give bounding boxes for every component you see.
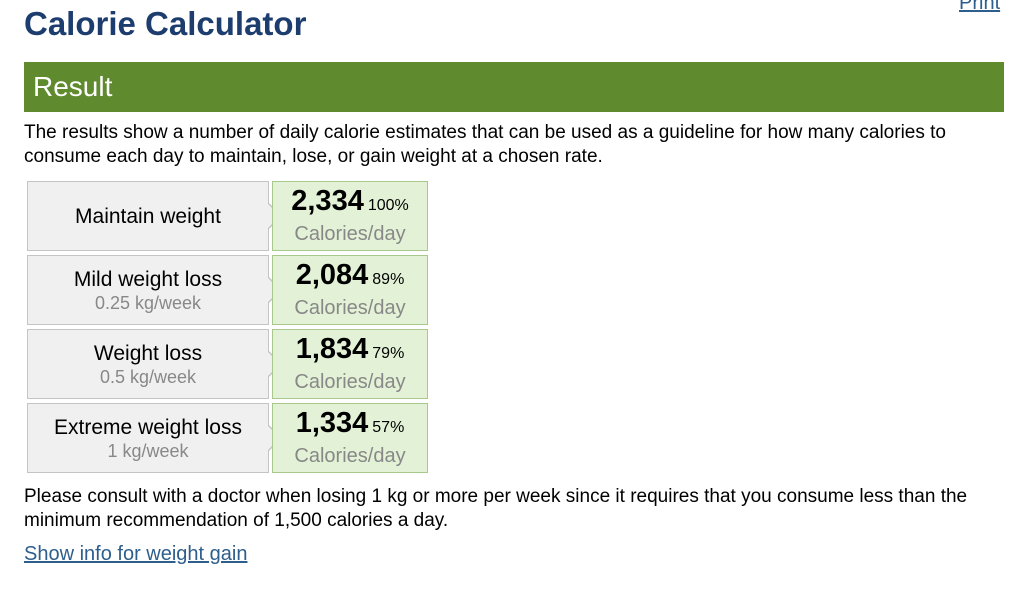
calorie-value: 1,334 xyxy=(295,406,369,439)
calorie-unit: Calories/day xyxy=(294,296,406,319)
row-value-cell: 2,084 89% Calories/day xyxy=(272,255,428,325)
result-row-mild-weight-loss: Mild weight loss 0.25 kg/week 2,084 89% C… xyxy=(27,255,428,325)
calorie-value: 1,834 xyxy=(295,332,369,365)
calorie-unit: Calories/day xyxy=(294,222,406,245)
row-label-cell: Weight loss 0.5 kg/week xyxy=(27,329,269,399)
show-weight-gain-link[interactable]: Show info for weight gain xyxy=(24,543,248,565)
row-label: Maintain weight xyxy=(75,204,221,228)
row-rate: 0.5 kg/week xyxy=(99,366,197,387)
print-link[interactable]: Print xyxy=(959,0,1001,14)
result-intro-text: The results show a number of daily calor… xyxy=(24,122,946,167)
calorie-unit: Calories/day xyxy=(294,370,406,393)
calorie-value: 2,084 xyxy=(295,258,369,291)
row-rate: 0.25 kg/week xyxy=(94,292,202,313)
result-row-maintain-weight: Maintain weight 2,334 100% Calories/day xyxy=(27,181,428,251)
doctor-warning-text: Please consult with a doctor when losing… xyxy=(24,486,968,531)
row-rate: 1 kg/week xyxy=(107,440,189,461)
page-title: Calorie Calculator xyxy=(24,5,307,42)
result-heading: Result xyxy=(24,62,1004,112)
result-row-weight-loss: Weight loss 0.5 kg/week 1,834 79% Calorie… xyxy=(27,329,428,399)
row-label: Extreme weight loss xyxy=(54,415,242,439)
row-value-cell: 1,834 79% Calories/day xyxy=(272,329,428,399)
row-label: Mild weight loss xyxy=(73,267,223,291)
row-label-cell: Mild weight loss 0.25 kg/week xyxy=(27,255,269,325)
calorie-percent: 89% xyxy=(372,270,405,288)
row-value-cell: 2,334 100% Calories/day xyxy=(272,181,428,251)
row-label-cell: Extreme weight loss 1 kg/week xyxy=(27,403,269,473)
calorie-unit: Calories/day xyxy=(294,444,406,467)
result-row-extreme-weight-loss: Extreme weight loss 1 kg/week 1,334 57% C… xyxy=(27,403,428,473)
calorie-percent: 100% xyxy=(367,196,409,214)
calorie-percent: 57% xyxy=(372,418,405,436)
row-label-cell: Maintain weight xyxy=(27,181,269,251)
row-value-cell: 1,334 57% Calories/day xyxy=(272,403,428,473)
row-label: Weight loss xyxy=(93,341,203,365)
calorie-value: 2,334 xyxy=(291,184,364,217)
calorie-percent: 79% xyxy=(372,344,405,362)
calorie-results-table: Maintain weight 2,334 100% Calories/day M… xyxy=(27,181,428,477)
